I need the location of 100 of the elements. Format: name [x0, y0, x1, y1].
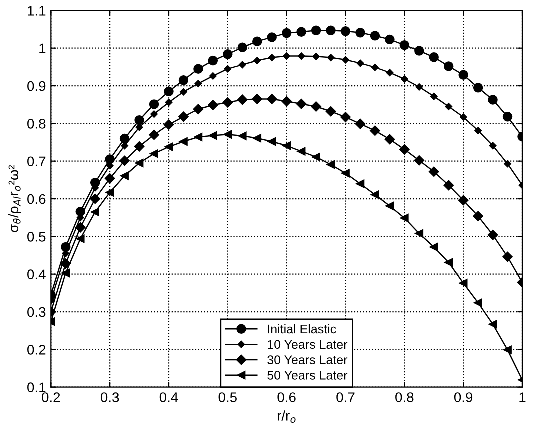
- point: [356, 28, 366, 38]
- point: [312, 153, 320, 162]
- point: [296, 98, 307, 110]
- point: [429, 166, 440, 178]
- point: [282, 142, 291, 150]
- legend-label: 30 Years Later: [268, 356, 348, 364]
- point: [371, 190, 380, 200]
- point: [458, 195, 469, 206]
- point: [134, 142, 145, 152]
- point: [121, 142, 128, 150]
- point: [414, 46, 424, 56]
- point: [370, 31, 380, 41]
- point: [327, 54, 335, 62]
- point: [400, 214, 409, 222]
- legend-label: Initial Elastic: [268, 324, 336, 334]
- point: [60, 258, 71, 269]
- point: [208, 100, 218, 110]
- point: [193, 104, 204, 114]
- point: [238, 132, 247, 140]
- point: [223, 50, 233, 60]
- point: [326, 160, 336, 169]
- point: [355, 118, 366, 130]
- point: [164, 86, 174, 97]
- point: [384, 134, 396, 145]
- point: [283, 52, 290, 60]
- point: [149, 100, 160, 110]
- point: [194, 133, 203, 142]
- y-tick-label: 0.7: [28, 156, 46, 167]
- point: [135, 159, 144, 168]
- point: [90, 194, 100, 204]
- point: [164, 142, 174, 152]
- point: [416, 84, 424, 91]
- point: [165, 98, 173, 106]
- point: [91, 208, 100, 216]
- point: [473, 211, 484, 222]
- y-tick-label: 1: [40, 44, 46, 54]
- point: [194, 80, 202, 88]
- point: [75, 222, 86, 233]
- point: [342, 56, 350, 64]
- x-tick-label: 1: [520, 392, 526, 402]
- x-tick-label: 0.6: [278, 392, 296, 402]
- point: [62, 269, 70, 278]
- point: [356, 180, 365, 188]
- x-tick-label: 0.7: [336, 392, 355, 402]
- point: [209, 132, 218, 140]
- point: [120, 156, 130, 166]
- point: [415, 230, 424, 238]
- point: [474, 298, 482, 308]
- point: [254, 57, 262, 64]
- point: [460, 114, 468, 121]
- point: [267, 32, 277, 42]
- point: [266, 94, 278, 104]
- point: [180, 138, 188, 146]
- point: [312, 53, 320, 60]
- point: [178, 112, 189, 122]
- point: [120, 134, 130, 144]
- point: [120, 172, 129, 180]
- point: [194, 64, 204, 74]
- x-tick-label: 0.8: [396, 392, 414, 402]
- y-tick-label: 0.5: [28, 232, 46, 242]
- y-tick-label: 0.1: [28, 382, 46, 393]
- point: [268, 54, 276, 62]
- point: [414, 155, 425, 166]
- point: [474, 127, 482, 134]
- point: [445, 103, 452, 110]
- point: [150, 150, 158, 158]
- y-tick-label: 0.2: [28, 345, 46, 355]
- x-tick-label: 0.5: [218, 392, 237, 402]
- point: [444, 258, 454, 267]
- point: [370, 126, 380, 136]
- point: [298, 52, 306, 60]
- point: [400, 144, 410, 155]
- point: [150, 110, 158, 118]
- point: [238, 61, 246, 69]
- y-axis-title: σ$_{θ}$/ρ$_{Al}$r$_{o}$²ω²: [8, 165, 22, 232]
- x-axis-title: r/r$_{o}$: [278, 410, 296, 424]
- point: [326, 26, 336, 36]
- point: [430, 243, 438, 252]
- point: [210, 72, 217, 80]
- point: [164, 120, 174, 130]
- point: [386, 69, 394, 76]
- point: [178, 76, 189, 86]
- point: [342, 169, 350, 178]
- point: [386, 202, 394, 210]
- point: [106, 188, 114, 197]
- point: [504, 346, 512, 354]
- point: [444, 62, 454, 72]
- point: [253, 134, 262, 143]
- y-tick-label: 0.4: [28, 270, 46, 280]
- point: [372, 64, 379, 72]
- point: [502, 112, 513, 122]
- point: [224, 65, 232, 73]
- point: [134, 115, 144, 126]
- point: [385, 34, 395, 45]
- point: [489, 142, 497, 150]
- y-tick-label: 0.9: [28, 81, 46, 92]
- point: [459, 279, 468, 288]
- point: [401, 76, 408, 83]
- point: [208, 56, 218, 66]
- x-tick-label: 0.3: [100, 392, 120, 402]
